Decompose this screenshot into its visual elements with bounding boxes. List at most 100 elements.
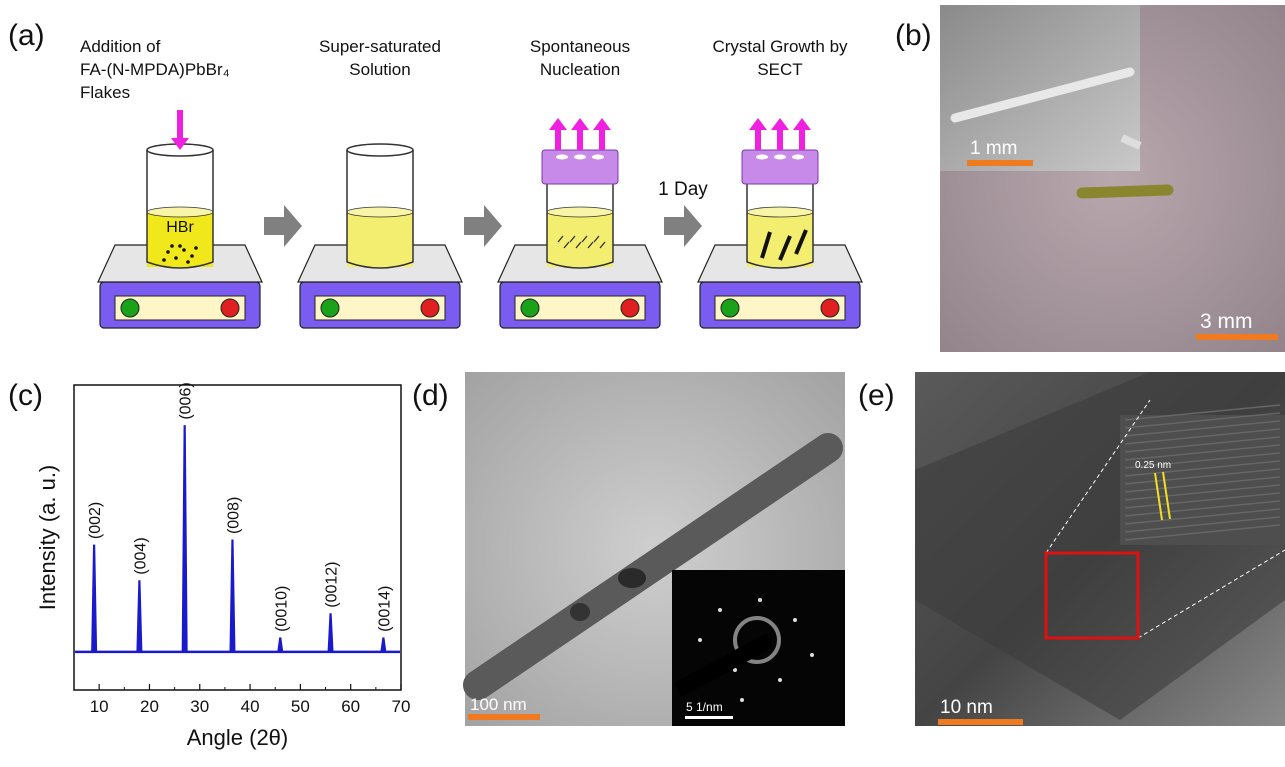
label: 20 xyxy=(140,697,159,716)
saed-spot xyxy=(810,653,814,657)
label: (b) xyxy=(895,19,932,52)
knob xyxy=(821,299,839,317)
label: Angle (2θ) xyxy=(187,725,289,750)
saed-spot xyxy=(778,678,782,682)
liquid-top xyxy=(147,207,213,217)
label: 1 Day xyxy=(658,179,708,200)
flake xyxy=(166,250,170,254)
peak xyxy=(92,545,97,652)
scale-bar xyxy=(685,716,733,719)
label: Flakes xyxy=(80,83,130,102)
label: Spontaneous xyxy=(530,37,630,56)
flow-arrow-head xyxy=(549,118,567,130)
saed-spot xyxy=(758,598,762,602)
flow-arrow-head xyxy=(571,118,589,130)
process-arrow xyxy=(264,205,302,247)
saed-spot xyxy=(793,618,797,622)
saed-spot xyxy=(718,608,722,612)
process-arrow xyxy=(464,205,502,247)
scale-bar xyxy=(1196,334,1278,340)
flake xyxy=(194,246,198,250)
liquid xyxy=(547,212,613,267)
flake xyxy=(178,244,182,248)
flow-arrow-head xyxy=(793,118,811,130)
lid-hole xyxy=(574,155,586,160)
peak xyxy=(278,638,283,652)
liquid-top xyxy=(747,207,813,217)
label: 10 xyxy=(90,697,109,716)
flake xyxy=(190,254,194,258)
scale-bar xyxy=(967,160,1033,166)
knob xyxy=(321,299,339,317)
beaker-rim xyxy=(347,144,413,156)
label: HBr xyxy=(166,219,194,236)
tem-spot xyxy=(570,603,590,621)
peak-label: (0010) xyxy=(273,586,290,632)
label: 10 nm xyxy=(940,697,993,718)
label: Addition of xyxy=(80,37,161,56)
peak xyxy=(381,638,386,652)
lid-hole xyxy=(592,155,604,160)
liquid-top xyxy=(347,207,413,217)
flake xyxy=(162,258,166,262)
knob xyxy=(621,299,639,317)
label: 100 nm xyxy=(470,695,527,714)
flake xyxy=(182,248,186,252)
knob xyxy=(721,299,739,317)
label: 50 xyxy=(291,697,310,716)
saed-spot xyxy=(740,698,744,702)
label: Nucleation xyxy=(540,60,620,79)
peak-label: (004) xyxy=(132,537,149,574)
flow-arrow-head xyxy=(749,118,767,130)
lid-hole xyxy=(774,155,786,160)
flake xyxy=(170,244,174,248)
label: 30 xyxy=(190,697,209,716)
peak-label: (002) xyxy=(87,502,104,539)
flake xyxy=(186,260,190,264)
process-arrow xyxy=(664,205,702,247)
flow-arrow-head xyxy=(771,118,789,130)
liquid xyxy=(347,212,413,267)
knob xyxy=(521,299,539,317)
lid-hole xyxy=(792,155,804,160)
knob xyxy=(221,299,239,317)
scale-bar xyxy=(938,719,1023,725)
flake xyxy=(174,256,178,260)
label: 60 xyxy=(341,697,360,716)
peak-label: (0014) xyxy=(376,586,393,632)
peak xyxy=(328,614,333,652)
peak xyxy=(137,581,142,652)
label: 5 1/nm xyxy=(686,700,723,714)
knob xyxy=(421,299,439,317)
y-axis-title: Intensity (a. u.) xyxy=(35,465,60,611)
flow-arrow-head xyxy=(593,118,611,130)
label: (d) xyxy=(412,379,449,412)
lid-hole xyxy=(756,155,768,160)
peak-label: (008) xyxy=(225,497,242,534)
label: 70 xyxy=(392,697,411,716)
label: (c) xyxy=(8,379,43,412)
label: 0.25 nm xyxy=(1135,460,1171,471)
knob xyxy=(121,299,139,317)
scale-bar xyxy=(468,714,540,720)
peak xyxy=(182,426,187,652)
peak-label: (0012) xyxy=(324,562,341,608)
liquid-top xyxy=(547,207,613,217)
label: Super-saturated xyxy=(319,37,441,56)
peak xyxy=(230,540,235,652)
label: Crystal Growth by xyxy=(712,37,848,56)
tem-spot xyxy=(618,568,646,588)
label: 3 mm xyxy=(1200,310,1253,333)
saed-spot xyxy=(698,638,702,642)
figure: (a) Addition of FA-(N-MPDA)PbBr₄ Flakes Supe… xyxy=(0,0,1285,762)
optical-rod xyxy=(1082,190,1168,193)
label: 40 xyxy=(241,697,260,716)
label: 1 mm xyxy=(970,138,1018,159)
page: Figure body { margin: 0; width: 1285px; … xyxy=(0,0,1285,762)
page-body: { "panel_a": { "label": "(a)", "steps": … xyxy=(0,0,1285,762)
lid-hole xyxy=(556,155,568,160)
label: (e) xyxy=(858,379,895,412)
label: (a) xyxy=(8,19,45,52)
plot-frame xyxy=(74,385,401,690)
label: FA-(N-MPDA)PbBr₄ xyxy=(80,60,230,79)
